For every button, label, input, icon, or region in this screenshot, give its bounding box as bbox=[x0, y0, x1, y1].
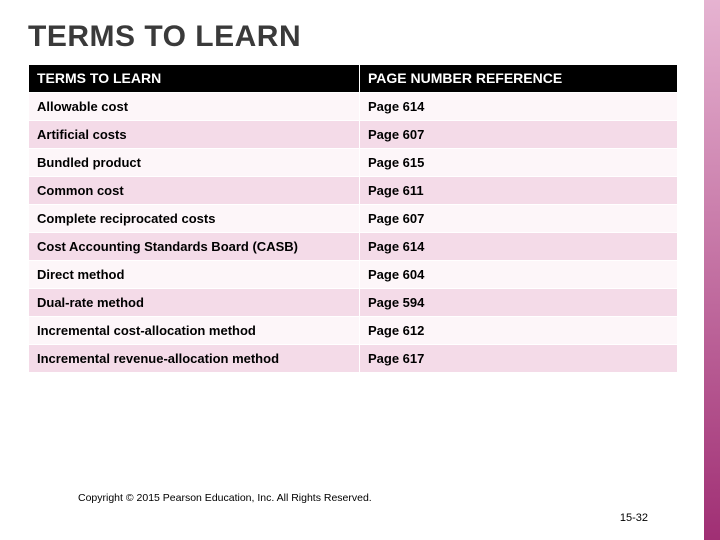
term-cell: Artificial costs bbox=[29, 121, 360, 149]
term-cell: Cost Accounting Standards Board (CASB) bbox=[29, 233, 360, 261]
page-cell: Page 604 bbox=[359, 261, 677, 289]
term-cell: Bundled product bbox=[29, 149, 360, 177]
term-cell: Direct method bbox=[29, 261, 360, 289]
table-row: Dual-rate methodPage 594 bbox=[29, 289, 678, 317]
table-row: Artificial costsPage 607 bbox=[29, 121, 678, 149]
table-header-row: TERMS TO LEARN PAGE NUMBER REFERENCE bbox=[29, 65, 678, 93]
term-cell: Incremental cost-allocation method bbox=[29, 317, 360, 345]
term-cell: Allowable cost bbox=[29, 93, 360, 121]
slide-number: 15-32 bbox=[620, 512, 648, 524]
page-cell: Page 607 bbox=[359, 121, 677, 149]
page-cell: Page 617 bbox=[359, 345, 677, 373]
slide-title: TERMS TO LEARN bbox=[28, 20, 301, 54]
table-row: Allowable costPage 614 bbox=[29, 93, 678, 121]
table-row: Direct methodPage 604 bbox=[29, 261, 678, 289]
page-cell: Page 614 bbox=[359, 233, 677, 261]
table-row: Common costPage 611 bbox=[29, 177, 678, 205]
page-cell: Page 615 bbox=[359, 149, 677, 177]
slide: TERMS TO LEARN TERMS TO LEARN PAGE NUMBE… bbox=[0, 0, 720, 540]
page-cell: Page 611 bbox=[359, 177, 677, 205]
table-row: Complete reciprocated costsPage 607 bbox=[29, 205, 678, 233]
col-header-term: TERMS TO LEARN bbox=[29, 65, 360, 93]
page-cell: Page 594 bbox=[359, 289, 677, 317]
term-cell: Common cost bbox=[29, 177, 360, 205]
col-header-page: PAGE NUMBER REFERENCE bbox=[359, 65, 677, 93]
page-cell: Page 612 bbox=[359, 317, 677, 345]
term-cell: Incremental revenue-allocation method bbox=[29, 345, 360, 373]
copyright-text: Copyright © 2015 Pearson Education, Inc.… bbox=[78, 492, 372, 504]
page-cell: Page 607 bbox=[359, 205, 677, 233]
accent-band bbox=[704, 0, 720, 540]
terms-table: TERMS TO LEARN PAGE NUMBER REFERENCE All… bbox=[28, 64, 678, 373]
table-row: Bundled productPage 615 bbox=[29, 149, 678, 177]
table-row: Incremental revenue-allocation methodPag… bbox=[29, 345, 678, 373]
term-cell: Dual-rate method bbox=[29, 289, 360, 317]
term-cell: Complete reciprocated costs bbox=[29, 205, 360, 233]
page-cell: Page 614 bbox=[359, 93, 677, 121]
table-row: Cost Accounting Standards Board (CASB)Pa… bbox=[29, 233, 678, 261]
table-row: Incremental cost-allocation methodPage 6… bbox=[29, 317, 678, 345]
